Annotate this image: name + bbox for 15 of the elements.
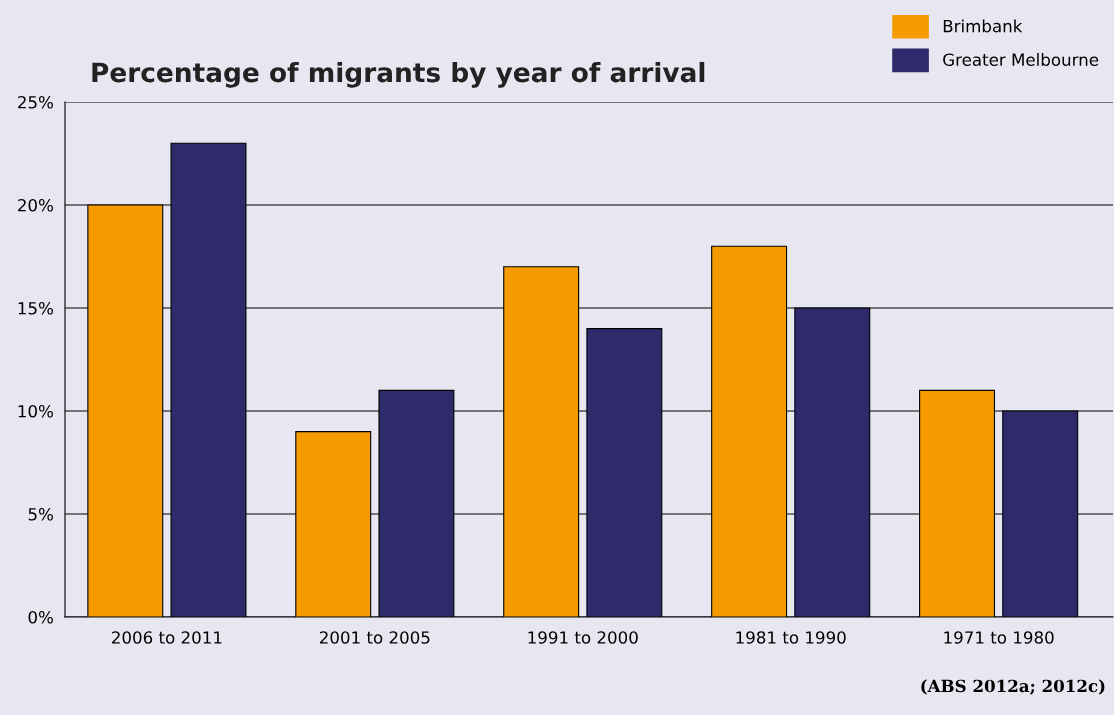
y-tick-label: 0% [28, 610, 53, 624]
x-tick-label: 1981 to 1990 [736, 631, 846, 644]
legend-label: Brimbank [943, 19, 1023, 33]
y-tick-label: 5% [28, 507, 53, 521]
x-tick-label: 2006 to 2011 [112, 631, 222, 644]
y-tick-label: 25% [18, 95, 53, 109]
x-tick-label: 1991 to 2000 [528, 631, 638, 644]
text: (ABS 2012a; 2012c) [921, 679, 1105, 695]
chart-title: Percentage of migrants by year of arrival [92, 61, 705, 88]
y-tick-label: 10% [18, 404, 53, 418]
x-tick-label: 2001 to 2005 [319, 631, 430, 644]
legend-label: Greater Melbourne [943, 53, 1099, 66]
y-tick-label: 20% [18, 198, 53, 212]
x-tick-label: 1971 to 1980 [944, 631, 1054, 644]
y-tick-label: 15% [18, 301, 53, 315]
